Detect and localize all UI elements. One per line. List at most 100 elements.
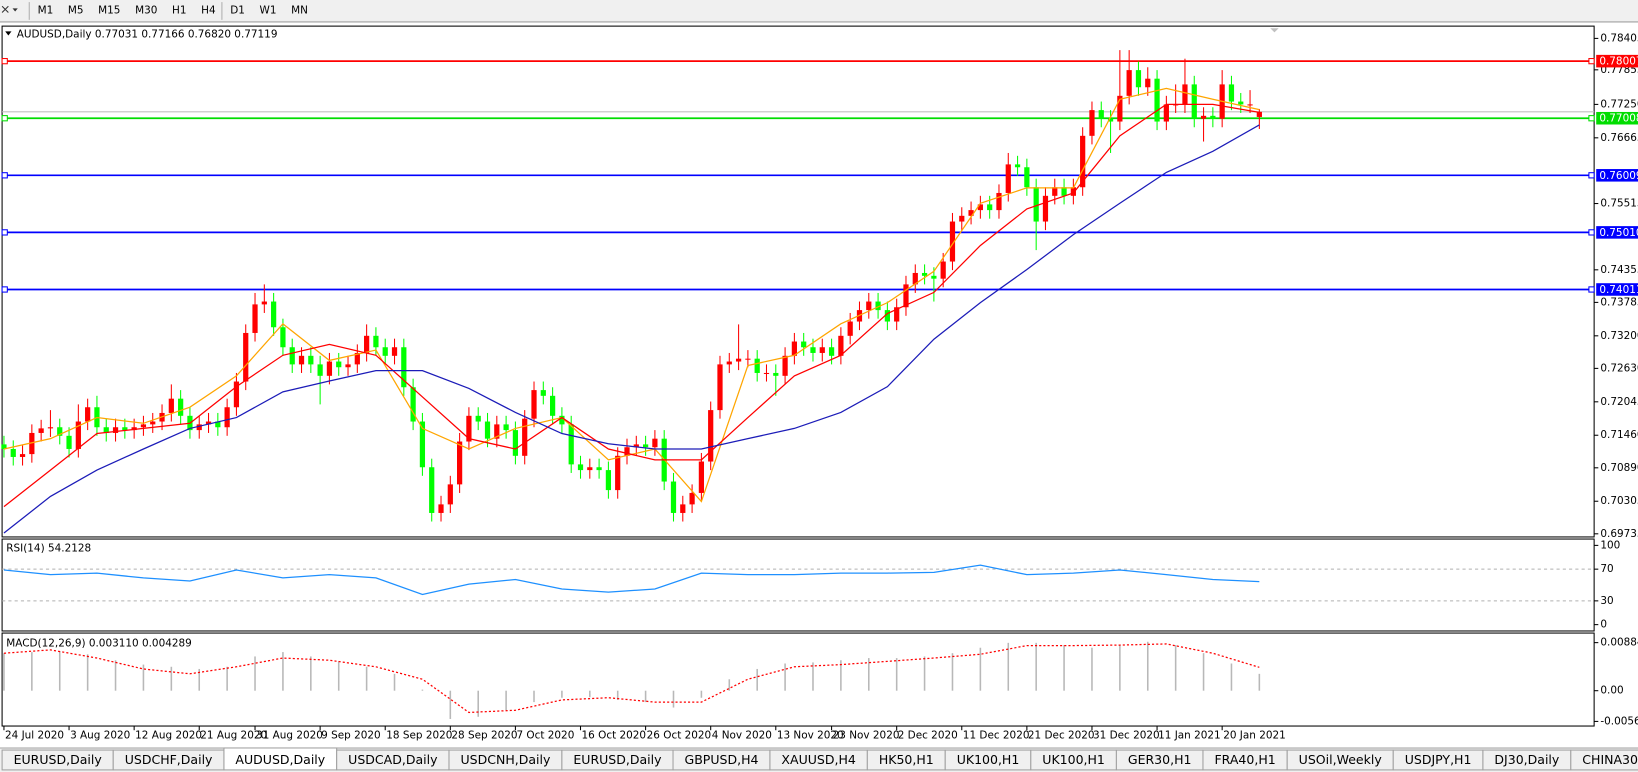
- candle-body: [866, 301, 872, 311]
- x-tick-label: 20 Jan 2021: [1223, 729, 1286, 741]
- tab[interactable]: USDCAD,Daily: [336, 749, 450, 771]
- candle-body: [847, 321, 853, 336]
- candle-body: [512, 430, 519, 456]
- timeframe-button[interactable]: M5: [68, 4, 84, 16]
- x-tick-label: 11 Jan 2021: [1158, 729, 1221, 741]
- candle-body: [912, 272, 918, 285]
- timeframe-button[interactable]: M15: [98, 4, 120, 16]
- candle-body: [224, 407, 230, 428]
- candle-body: [689, 492, 695, 505]
- candle-body: [959, 215, 965, 222]
- candle-body: [112, 427, 119, 433]
- tab[interactable]: AUDUSD,Daily: [223, 747, 338, 771]
- tab[interactable]: USOil,Weekly: [1286, 749, 1394, 771]
- candle-body: [85, 407, 91, 422]
- candle-body: [708, 410, 714, 462]
- tab-label: EURUSD,Daily: [14, 752, 103, 767]
- tab[interactable]: CHINA300,H1: [1570, 749, 1638, 771]
- tab[interactable]: EURUSD,Daily: [561, 749, 674, 771]
- tab[interactable]: USDJPY,H1: [1392, 749, 1484, 771]
- candle-body: [75, 421, 81, 449]
- tab-label: USDCNH,Daily: [460, 752, 550, 767]
- candle-body: [215, 421, 221, 428]
- tab[interactable]: HK50,H1: [866, 749, 946, 771]
- level-anchor: [1, 115, 8, 122]
- candle-body: [168, 398, 174, 413]
- tab[interactable]: EURUSD,Daily: [1, 749, 114, 771]
- tab[interactable]: USDCHF,Daily: [112, 749, 225, 771]
- moving-average: [3, 103, 1260, 508]
- candle-body: [298, 355, 305, 365]
- candle-body: [717, 364, 723, 411]
- candle-body: [373, 335, 379, 348]
- candle-body: [38, 428, 44, 433]
- level-label-bg: [1596, 54, 1638, 68]
- tab-label: USDCAD,Daily: [348, 752, 438, 767]
- candle-body: [364, 335, 370, 353]
- candle-body: [522, 418, 528, 456]
- x-tick-label: 18 Sep 2020: [386, 729, 452, 741]
- candle-body: [698, 461, 705, 493]
- level-anchor: [1, 58, 8, 65]
- tab[interactable]: GER30,H1: [1115, 749, 1204, 771]
- tab[interactable]: UK100,H1: [1030, 749, 1117, 771]
- candle-body: [289, 347, 295, 365]
- tab[interactable]: FRA40,H1: [1202, 749, 1288, 771]
- rsi-tick-label: 70: [1600, 563, 1613, 575]
- x-tick-label: 7 Oct 2020: [516, 729, 574, 741]
- level-label-bg: [1596, 169, 1638, 182]
- timeframe-button[interactable]: H4: [201, 4, 216, 16]
- tab[interactable]: DJ30,Daily: [1482, 749, 1572, 771]
- rsi-panel: [1, 538, 1595, 632]
- macd-signal: [3, 643, 1260, 714]
- x-tick-label: 4 Nov 2020: [712, 729, 772, 741]
- x-tick-label: 11 Dec 2020: [963, 729, 1030, 741]
- candle-body: [252, 304, 258, 333]
- tab[interactable]: GBPUSD,H4: [672, 749, 771, 771]
- candle-body: [1107, 118, 1114, 122]
- candle-body: [596, 467, 602, 471]
- x-tick-label: 12 Aug 2020: [135, 729, 202, 741]
- candle-body: [1033, 187, 1039, 222]
- tab[interactable]: XAUUSD,H4: [769, 749, 868, 771]
- candle-body: [1126, 70, 1132, 96]
- candle-body: [652, 438, 658, 448]
- timeframe-button[interactable]: W1: [260, 4, 277, 16]
- candle-body: [884, 310, 890, 322]
- candle-body: [47, 427, 54, 429]
- tab[interactable]: USDCNH,Daily: [448, 749, 563, 771]
- candle-body: [280, 327, 286, 348]
- y-tick-label: 0.75515: [1600, 198, 1638, 210]
- candle-body: [1210, 115, 1216, 119]
- x-tick-label: 31 Aug 2020: [256, 729, 323, 741]
- candle-body: [1024, 167, 1030, 188]
- timeframe-button[interactable]: M1: [38, 4, 54, 16]
- candle-body: [782, 355, 788, 376]
- timeframe-button[interactable]: D1: [230, 4, 245, 16]
- timeframe-button[interactable]: MN: [291, 4, 308, 16]
- candle-body: [1163, 104, 1169, 122]
- tool-dropdown[interactable]: [12, 8, 18, 12]
- candle-body: [1061, 187, 1067, 196]
- tab[interactable]: UK100,H1: [944, 749, 1032, 771]
- level-label: 0.74011: [1599, 284, 1638, 296]
- tab-label: GER30,H1: [1128, 752, 1192, 767]
- timeframe-button[interactable]: H1: [172, 4, 186, 16]
- tool-icon[interactable]: [1, 5, 9, 13]
- x-tick-label: 9 Sep 2020: [321, 729, 381, 741]
- candle-body: [1098, 110, 1104, 119]
- candle-body: [466, 415, 472, 442]
- level-label: 0.77008: [1599, 113, 1638, 125]
- candle-body: [875, 301, 881, 311]
- candle-body: [559, 415, 565, 425]
- candle-body: [178, 398, 184, 416]
- candle-body: [810, 347, 816, 353]
- candle-body: [1080, 135, 1086, 188]
- candle-body: [475, 415, 481, 422]
- timeframe-button[interactable]: M30: [135, 4, 157, 16]
- tab-label: EURUSD,Daily: [573, 752, 662, 767]
